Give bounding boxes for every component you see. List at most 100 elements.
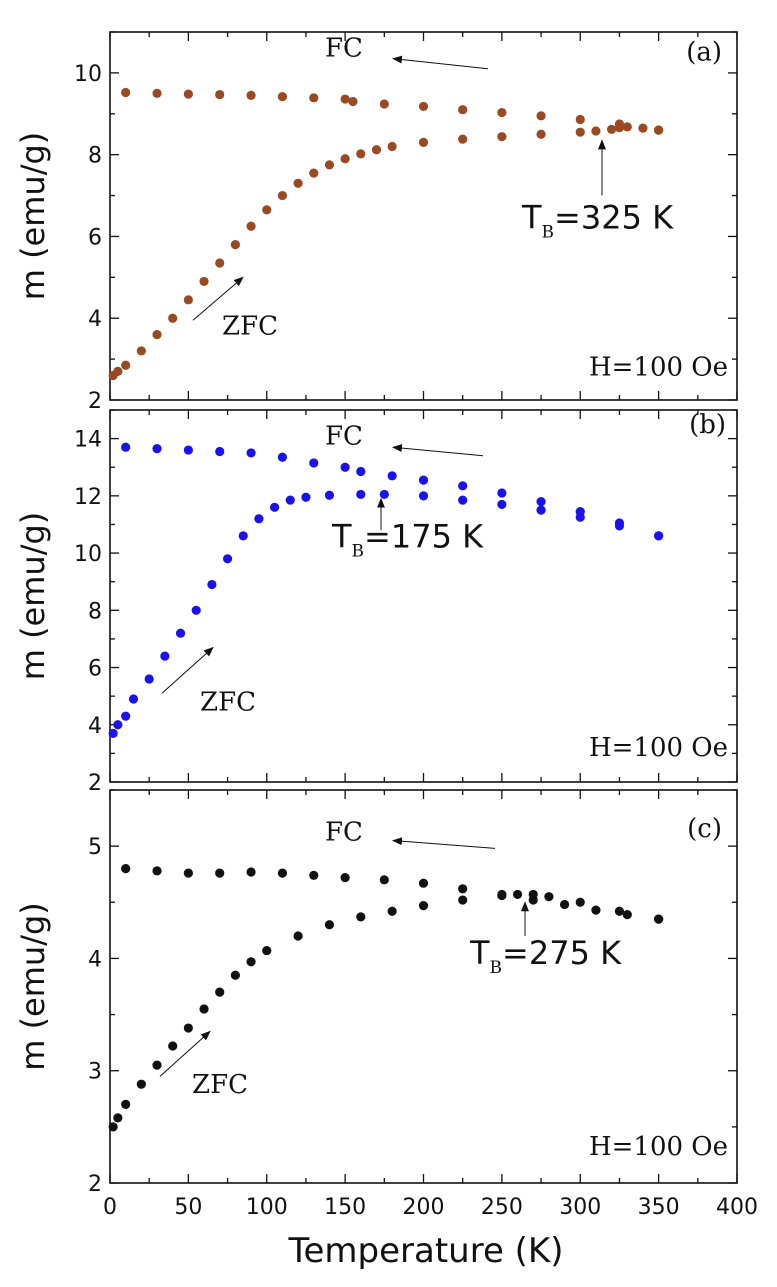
data-point (183, 1023, 193, 1033)
data-point (654, 125, 664, 135)
field-label: H=100 Oe (589, 352, 728, 382)
data-point (136, 346, 146, 356)
y-tick-label: 8 (88, 144, 102, 169)
data-point (387, 471, 397, 481)
y-tick-label: 4 (88, 307, 102, 332)
panel-b-frame (109, 409, 738, 783)
data-point (418, 901, 429, 911)
data-point (262, 205, 272, 215)
data-point (175, 628, 186, 638)
data-point (458, 134, 468, 144)
data-point (121, 1099, 131, 1109)
blocking-temperature-label: TB=275 K (469, 934, 622, 978)
y-tick-label: 10 (74, 62, 102, 87)
y-tick-label: 4 (88, 714, 102, 739)
data-point (458, 895, 468, 905)
data-point (309, 168, 319, 178)
data-point (614, 123, 625, 133)
data-point (536, 496, 546, 507)
data-point (497, 499, 507, 510)
y-tick-label: 3 (88, 1060, 102, 1085)
x-tick-label: 50 (174, 1195, 202, 1220)
data-point (301, 492, 311, 502)
data-point (246, 867, 256, 877)
data-point (356, 912, 366, 922)
data-point (262, 945, 272, 956)
data-point (591, 905, 601, 915)
data-point (144, 674, 154, 684)
panel-a-y-axis-label: m (emu/g) (14, 132, 52, 301)
series-zfc (108, 489, 664, 738)
data-point (575, 127, 585, 137)
zfc-label: ZFC (222, 312, 278, 342)
data-point (168, 1041, 178, 1051)
data-point (113, 720, 123, 730)
y-tick-label: 5 (88, 835, 102, 860)
data-point (152, 1060, 162, 1070)
fc-label: FC (325, 34, 363, 64)
zfc-arrow (159, 1030, 211, 1077)
data-point (121, 360, 131, 370)
data-point (458, 495, 468, 505)
zfc-arrow (192, 276, 244, 321)
data-point (215, 446, 225, 457)
data-point (246, 957, 256, 967)
data-point (113, 366, 123, 376)
zfc-label: ZFC (192, 1070, 248, 1100)
data-point (340, 154, 350, 164)
y-tick-label: 6 (88, 225, 102, 250)
data-point (379, 99, 389, 109)
data-point (152, 329, 162, 340)
zfc-arrow (161, 646, 214, 694)
data-point (536, 111, 546, 121)
panel-b: 2 4 6 8 10 12 14 m (emu/g) (b) FC ZFC TB=175 K H=100… (14, 409, 738, 796)
series-fc (121, 442, 664, 541)
data-point (246, 221, 256, 231)
x-tick-label: 0 (103, 1195, 117, 1220)
data-point (387, 141, 397, 152)
data-point (121, 87, 131, 98)
data-point (418, 137, 429, 147)
x-tick-label: 250 (481, 1195, 523, 1220)
zfc-label: ZFC (200, 687, 256, 717)
data-point (215, 868, 225, 878)
data-point (418, 475, 429, 485)
data-point (230, 970, 240, 980)
data-point (160, 651, 170, 661)
data-point (536, 129, 546, 139)
data-point (222, 554, 233, 564)
data-point (536, 505, 546, 515)
data-point (121, 442, 131, 452)
data-point (152, 88, 162, 98)
data-point (246, 448, 256, 458)
panel-c-label: (c) (687, 814, 722, 844)
data-point (544, 892, 554, 902)
data-point (183, 295, 193, 305)
data-point (512, 889, 523, 900)
fc-label: FC (325, 818, 363, 848)
data-point (269, 502, 280, 512)
data-point (497, 132, 507, 142)
data-point (277, 190, 288, 201)
data-point (387, 906, 397, 916)
x-axis-label: Temperature (K) (287, 1231, 563, 1271)
data-point (230, 240, 240, 250)
data-point (152, 866, 162, 876)
panel-c-frame (109, 789, 738, 1184)
data-point (591, 126, 601, 136)
data-point (458, 105, 468, 115)
data-point (238, 531, 248, 541)
data-point (246, 90, 256, 100)
y-tick-label: 14 (74, 428, 102, 453)
data-point (356, 489, 366, 500)
panel-a-label: (a) (686, 38, 722, 68)
data-point (183, 868, 193, 878)
x-tick-label: 350 (638, 1195, 680, 1220)
data-point (559, 899, 570, 910)
field-label: H=100 Oe (589, 733, 728, 763)
data-point (638, 123, 648, 133)
data-point (309, 93, 319, 103)
data-point (575, 114, 585, 125)
data-point (622, 122, 632, 132)
